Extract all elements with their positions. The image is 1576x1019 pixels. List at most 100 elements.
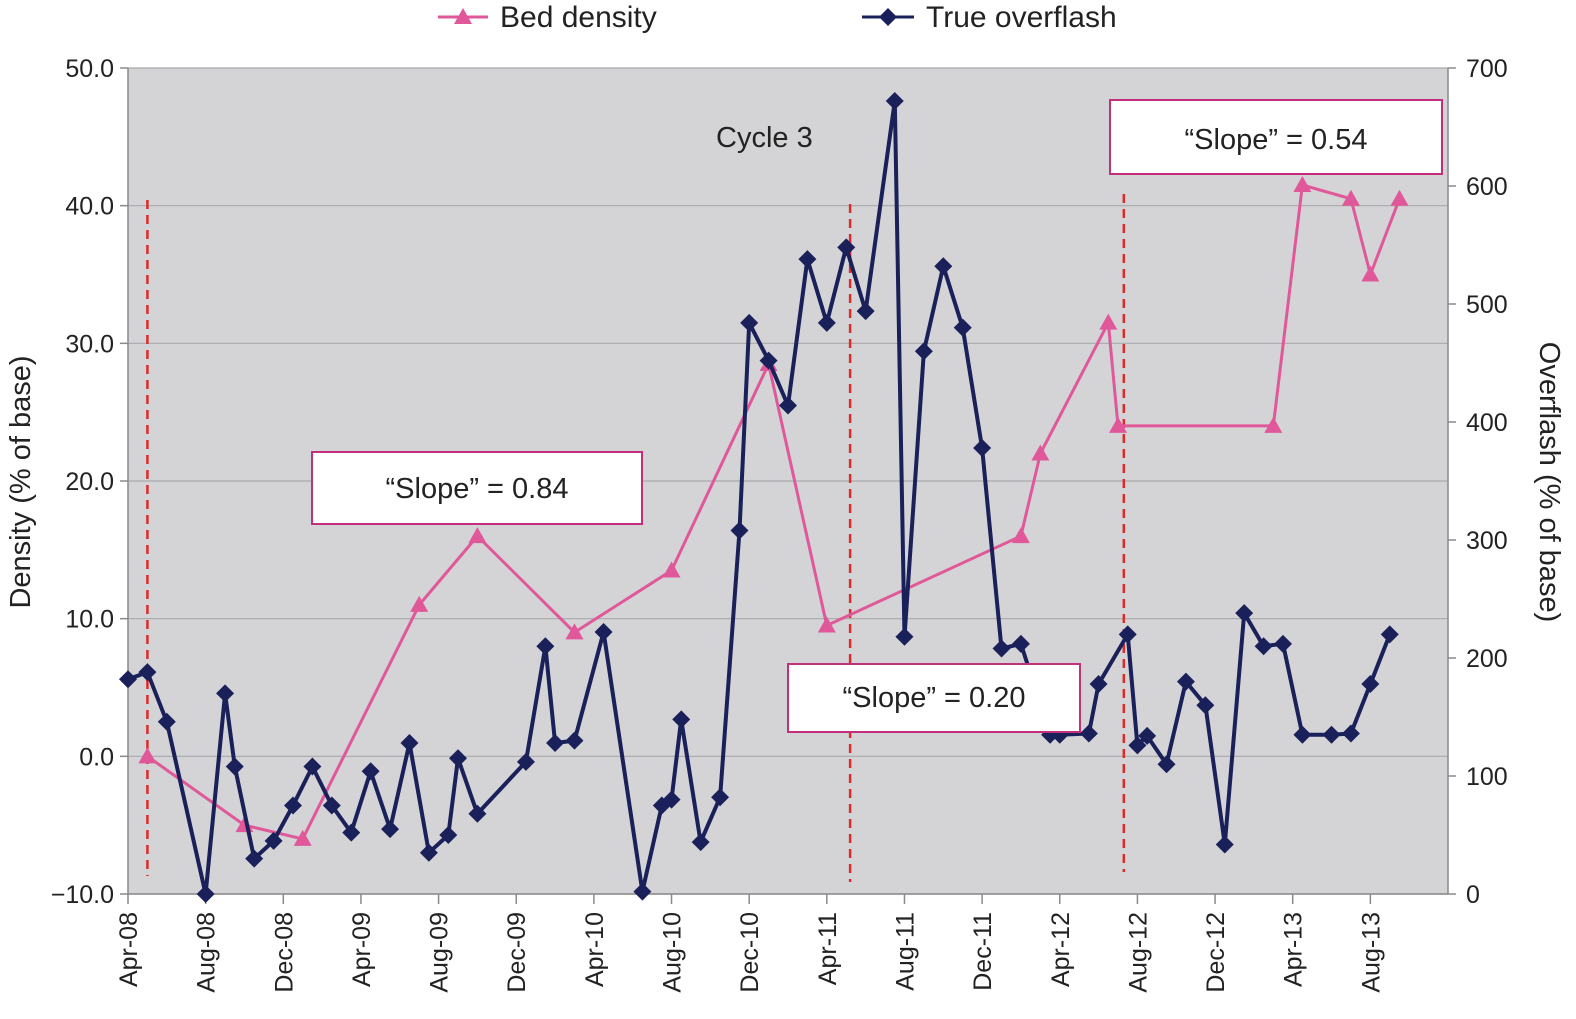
x-tick-label: Aug-12: [1124, 912, 1152, 993]
true-overflash-point: [439, 826, 458, 844]
true-overflash-point: [119, 670, 137, 689]
series-layer: [119, 92, 1409, 903]
x-tick-label: Apr-12: [1047, 912, 1075, 987]
x-tick-label: Apr-08: [115, 912, 143, 987]
legend: Bed density True overflash: [438, 1, 1117, 34]
x-tick-label: Aug-13: [1357, 912, 1385, 993]
true-overflash-point: [1380, 625, 1399, 644]
bed-density-point: [410, 595, 429, 612]
true-overflash-point: [565, 731, 584, 750]
bed-density-point: [1341, 189, 1360, 206]
true-overflash-point: [672, 710, 691, 729]
true-overflash-point: [953, 318, 972, 337]
true-overflash-point: [1079, 724, 1098, 743]
true-overflash-point: [1235, 604, 1254, 623]
true-overflash-point: [856, 302, 875, 321]
x-tick-label: Aug-09: [426, 912, 454, 993]
true-overflash-point: [1274, 634, 1292, 653]
slope-label-3: “Slope” = 0.54: [1185, 124, 1368, 156]
true-overflash-point: [342, 823, 361, 842]
right-axis-title: Overflash (% of base): [1533, 342, 1565, 622]
x-tick-label: Aug-11: [891, 912, 919, 991]
right-axis: 0 100 200 300 400 500 600 700: [1447, 55, 1508, 909]
left-tick-label: 0.0: [79, 743, 114, 771]
bed-density-point: [468, 527, 487, 544]
left-tick-label: 40.0: [65, 193, 114, 221]
slope-box-3-frame: [1109, 99, 1443, 175]
x-tick-label: Apr-09: [348, 912, 376, 987]
true-overflash-point: [400, 733, 419, 752]
true-overflash-point: [1293, 725, 1312, 744]
cycle-3-label: Cycle 3: [716, 122, 813, 154]
true-overflash-point: [1176, 672, 1195, 691]
true-overflash-point: [1157, 755, 1176, 774]
true-overflash-point: [196, 885, 215, 903]
true-overflash-point: [837, 238, 856, 257]
left-tick-label: −10.0: [51, 881, 114, 909]
true-overflash-point: [740, 313, 759, 332]
true-overflash-point: [1011, 634, 1030, 653]
true-overflash-point: [225, 757, 244, 776]
right-tick-label: 500: [1466, 291, 1508, 319]
x-tick-label: Dec-12: [1202, 912, 1230, 993]
true-overflash-point: [157, 712, 176, 731]
bed-density-point: [138, 747, 157, 764]
series-true-overflash: [119, 92, 1399, 903]
right-tick-label: 700: [1466, 55, 1508, 83]
x-tick-label: Aug-10: [659, 912, 687, 993]
bed-density-line: [146, 183, 1401, 841]
true-overflash-point: [759, 351, 778, 370]
left-tick-label: 50.0: [65, 55, 114, 83]
true-overflash-point: [895, 627, 914, 646]
bed-density-point: [1390, 189, 1409, 206]
true-overflash-point: [779, 396, 797, 415]
x-tick-label: Apr-11: [814, 912, 842, 985]
true-overflash-point: [594, 623, 613, 642]
true-overflash-point: [730, 521, 749, 540]
true-overflash-point: [1128, 736, 1147, 755]
true-overflash-point: [934, 257, 953, 276]
right-tick-label: 200: [1466, 645, 1508, 673]
true-overflash-point: [1196, 696, 1215, 715]
true-overflash-point: [419, 843, 438, 862]
x-tick-label: Dec-09: [503, 912, 531, 993]
bed-density-point: [1011, 527, 1030, 544]
slope-label-1: “Slope” = 0.84: [386, 473, 569, 505]
true-overflash-point: [992, 639, 1011, 658]
x-tick-label: Apr-10: [581, 912, 609, 987]
true-overflash-point: [1138, 726, 1157, 745]
x-tick-label: Dec-11: [969, 912, 997, 991]
bed-density-point: [1109, 416, 1127, 433]
true-overflash-point: [138, 663, 157, 682]
true-overflash-point: [798, 250, 817, 269]
true-overflash-point: [284, 796, 302, 815]
bed-density-point: [1099, 313, 1118, 330]
true-overflash-point: [264, 831, 283, 850]
true-overflash-point: [662, 790, 681, 809]
true-overflash-point: [1322, 725, 1341, 744]
slope-box-2-frame: [787, 663, 1081, 733]
x-axis: Apr-08 Aug-08 Dec-08 Apr-09 Aug-09 Dec-09 Apr-…: [115, 893, 1448, 993]
true-overflash-point: [322, 796, 341, 815]
slope-box-3: “Slope” = 0.54: [1109, 99, 1443, 175]
true-overflash-point: [516, 752, 535, 771]
true-overflash-point: [973, 438, 992, 457]
left-tick-label: 30.0: [65, 330, 114, 358]
true-overflash-point: [914, 342, 933, 361]
slope-box-1-frame: [311, 451, 643, 525]
slope-box-2: “Slope” = 0.20: [787, 663, 1081, 733]
slope-label-2: “Slope” = 0.20: [843, 682, 1026, 714]
legend-bed-density-label: Bed density: [500, 1, 657, 34]
left-axis: −10.0 0.0 10.0 20.0 30.0 40.0 50.0: [51, 55, 129, 909]
bed-density-point: [1031, 444, 1050, 461]
x-tick-label: Aug-08: [193, 912, 221, 993]
left-axis-title: Density (% of base): [5, 355, 37, 608]
bed-density-point: [817, 616, 836, 633]
legend-triangle-icon: [454, 8, 472, 24]
right-tick-label: 400: [1466, 409, 1508, 437]
true-overflash-point: [303, 757, 322, 776]
right-tick-label: 600: [1466, 173, 1508, 201]
right-tick-label: 300: [1466, 527, 1508, 555]
true-overflash-point: [817, 313, 836, 332]
